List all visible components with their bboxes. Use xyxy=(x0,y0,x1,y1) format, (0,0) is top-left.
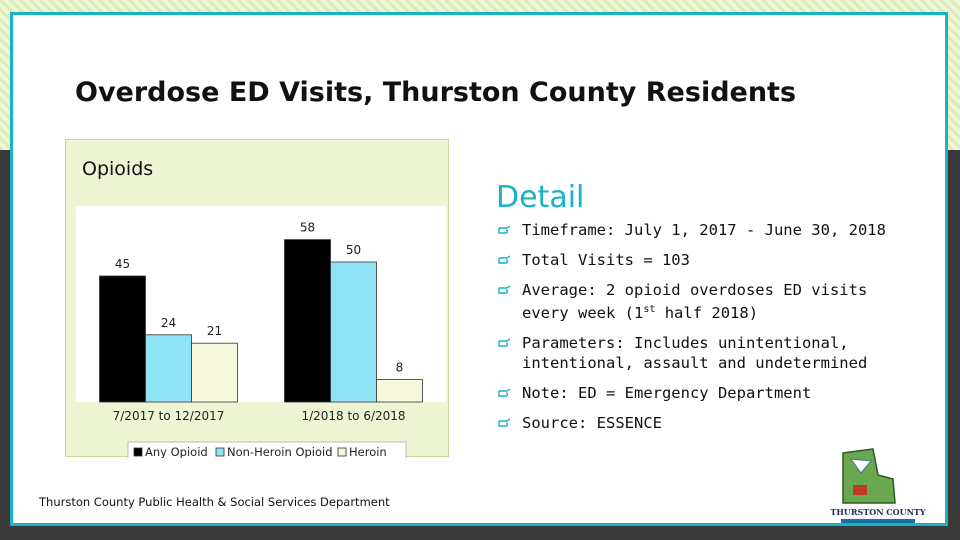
bar-any-opioid xyxy=(99,275,146,403)
legend-swatch xyxy=(337,447,347,457)
legend-label: Non-Heroin Opioid xyxy=(227,445,333,458)
category-label: 7/2017 to 12/2017 xyxy=(113,409,225,423)
data-label: 50 xyxy=(346,243,361,257)
detail-text: Note: ED = Emergency Department xyxy=(522,384,812,403)
hand-pointer-icon xyxy=(498,255,511,264)
category-label: 1/2018 to 6/2018 xyxy=(301,409,405,423)
legend-label: Heroin xyxy=(349,445,387,458)
county-logo: THURSTON COUNTY xyxy=(830,448,926,523)
slide: Overdose ED Visits, Thurston County Resi… xyxy=(10,12,948,526)
chart-panel: Opioids 45 24 21 7/2017 to 12/2017 58 50 8 1/20… xyxy=(65,139,449,458)
data-label: 58 xyxy=(300,221,315,235)
bar-any-opioid xyxy=(284,239,331,403)
detail-text: Parameters: Includes unintentional, inte… xyxy=(522,334,868,373)
hand-pointer-icon xyxy=(498,225,511,234)
legend-swatch xyxy=(215,447,225,457)
bar-non-heroin-opioid xyxy=(330,261,377,403)
bar-heroin xyxy=(191,342,238,403)
legend-label: Any Opioid xyxy=(145,445,208,458)
detail-item: Parameters: Includes unintentional, inte… xyxy=(498,333,918,373)
detail-item: Average: 2 opioid overdoses ED visits ev… xyxy=(498,280,918,323)
hand-pointer-icon xyxy=(498,388,511,397)
legend-box xyxy=(127,441,407,458)
detail-text: Average: 2 opioid overdoses ED visits ev… xyxy=(522,281,868,323)
detail-item: Total Visits = 103 xyxy=(498,250,918,270)
footer-text: Thurston County Public Health & Social S… xyxy=(39,495,390,509)
chart-title: Opioids xyxy=(82,158,154,180)
hand-pointer-icon xyxy=(498,285,511,294)
detail-item: Source: ESSENCE xyxy=(498,413,918,433)
hand-pointer-icon xyxy=(498,338,511,347)
slide-title: Overdose ED Visits, Thurston County Resi… xyxy=(75,77,797,108)
bar-chart: 45 24 21 7/2017 to 12/2017 58 50 8 1/2018 to 6/… xyxy=(76,206,446,458)
detail-item: Timeframe: July 1, 2017 - June 30, 2018 xyxy=(498,220,918,240)
hand-pointer-icon xyxy=(498,418,511,427)
legend-swatch xyxy=(133,447,143,457)
detail-text: Timeframe: July 1, 2017 - June 30, 2018 xyxy=(522,221,886,239)
bar-heroin xyxy=(376,379,423,403)
logo-text: THURSTON COUNTY xyxy=(830,507,926,517)
detail-item: Note: ED = Emergency Department xyxy=(498,383,918,403)
detail-text: Total Visits = 103 xyxy=(522,251,690,269)
detail-text: Source: ESSENCE xyxy=(522,414,662,433)
detail-list: Timeframe: July 1, 2017 - June 30, 2018 … xyxy=(498,220,918,443)
data-label: 24 xyxy=(161,316,176,330)
data-label: 45 xyxy=(115,257,130,271)
detail-heading: Detail xyxy=(496,180,585,215)
data-label: 21 xyxy=(207,324,222,338)
data-label: 8 xyxy=(396,361,404,375)
bar-non-heroin-opioid xyxy=(145,334,192,403)
